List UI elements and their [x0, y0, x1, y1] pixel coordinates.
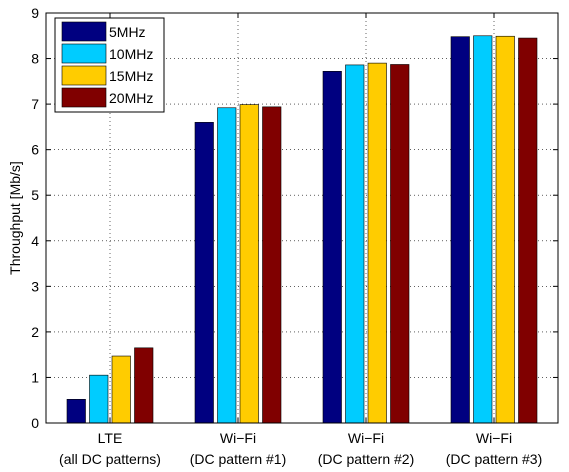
legend-label: 15MHz [109, 68, 153, 84]
bar-15mhz-1 [239, 104, 259, 424]
x-tick-label: (all DC patterns) [59, 451, 161, 467]
bar-20mhz-3 [518, 37, 538, 424]
y-tick-label: 9 [31, 5, 39, 21]
x-tick-label: Wi−Fi [476, 430, 512, 446]
bar-5mhz-0 [66, 399, 86, 424]
bar-10mhz-0 [89, 374, 109, 424]
legend-swatch-10mhz [61, 43, 107, 64]
bar-15mhz-3 [495, 35, 515, 424]
bar-20mhz-0 [134, 347, 154, 424]
y-tick-label: 5 [31, 187, 39, 203]
bar-5mhz-2 [322, 71, 342, 424]
grid [46, 13, 558, 423]
x-tick-label: (DC pattern #3) [446, 451, 542, 467]
y-axis-label: Throughput [Mb/s] [7, 161, 23, 275]
legend-label: 5MHz [109, 24, 146, 40]
bar-15mhz-2 [367, 62, 387, 424]
legend: 5MHz 10MHz 15MHz 20MHz [54, 17, 165, 113]
bar-5mhz-1 [194, 122, 214, 424]
bar-10mhz-2 [345, 64, 365, 424]
x-axis-ticks: LTE (all DC patterns) Wi−Fi (DC pattern #1)… [59, 13, 542, 467]
y-tick-label: 1 [31, 369, 39, 385]
y-tick-label: 8 [31, 51, 39, 67]
x-tick-label: LTE [98, 430, 123, 446]
y-tick-label: 4 [31, 233, 39, 249]
y-axis-ticks: 0 1 2 3 4 5 6 7 8 9 [31, 5, 558, 431]
legend-label: 10MHz [109, 46, 153, 62]
x-tick-label: Wi−Fi [348, 430, 384, 446]
bars [66, 35, 538, 424]
y-tick-label: 7 [31, 96, 39, 112]
x-tick-label: Wi−Fi [220, 430, 256, 446]
legend-swatch-15mhz [61, 65, 107, 86]
y-tick-label: 0 [31, 415, 39, 431]
legend-label: 20MHz [109, 90, 153, 106]
legend-swatch-5mhz [61, 21, 107, 42]
bar-20mhz-2 [390, 64, 410, 424]
x-tick-label: (DC pattern #1) [190, 451, 286, 467]
plot-frame [45, 12, 559, 424]
bar-10mhz-3 [473, 35, 493, 424]
bar-15mhz-0 [111, 355, 131, 424]
bar-20mhz-1 [262, 106, 282, 424]
x-tick-label: (DC pattern #2) [318, 451, 414, 467]
legend-swatch-20mhz [61, 87, 107, 108]
y-tick-label: 6 [31, 142, 39, 158]
y-tick-label: 3 [31, 278, 39, 294]
y-tick-label: 2 [31, 324, 39, 340]
bar-5mhz-3 [450, 36, 470, 424]
bar-10mhz-1 [217, 107, 237, 424]
